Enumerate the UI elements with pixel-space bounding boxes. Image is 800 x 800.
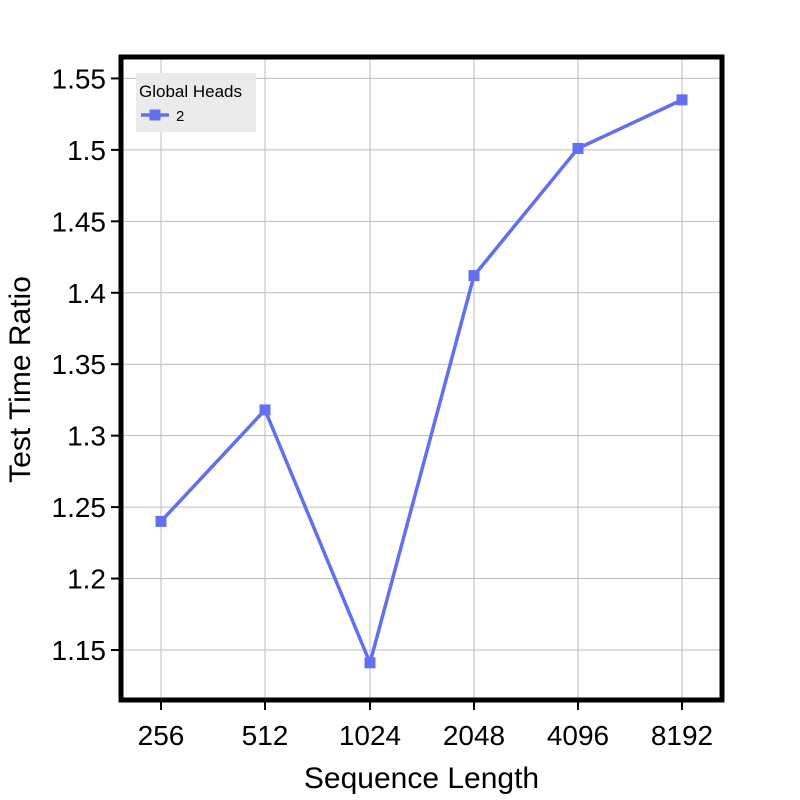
series-markers xyxy=(155,94,688,669)
legend-marker-swatch xyxy=(149,109,161,121)
plot-frame xyxy=(118,54,725,703)
legend-entries: 2 xyxy=(141,108,184,125)
series-line xyxy=(159,98,683,669)
y-tick-label: 1.4 xyxy=(67,278,106,309)
grid-lines xyxy=(121,57,722,700)
data-point-marker xyxy=(155,515,167,527)
x-tick-label: 256 xyxy=(138,720,185,751)
x-tick-label: 4096 xyxy=(547,720,609,751)
y-tick-label: 1.5 xyxy=(67,135,106,166)
x-tick-label: 8192 xyxy=(651,720,713,751)
data-point-marker xyxy=(572,142,584,154)
data-point-marker xyxy=(259,404,271,416)
x-axis-ticks: 256 512 1024 2048 4096 8192 xyxy=(138,702,713,751)
x-tick-label: 2048 xyxy=(443,720,505,751)
x-axis-title: Sequence Length xyxy=(304,762,539,795)
data-point-marker xyxy=(364,657,376,669)
legend-entry-label: 2 xyxy=(176,108,184,125)
y-tick-label: 1.3 xyxy=(67,421,106,452)
data-point-marker xyxy=(468,270,480,282)
x-tick-label: 512 xyxy=(242,720,289,751)
legend: Global Heads 2 xyxy=(136,73,256,132)
y-tick-label: 1.45 xyxy=(52,206,107,237)
y-tick-label: 1.2 xyxy=(67,564,106,595)
y-axis-ticks: 1.15 1.2 1.25 1.3 1.35 1.4 1.45 1.5 1.55 xyxy=(52,63,119,666)
y-tick-label: 1.25 xyxy=(52,492,107,523)
y-tick-label: 1.55 xyxy=(52,63,107,94)
x-tick-label: 1024 xyxy=(339,720,401,751)
y-tick-label: 1.35 xyxy=(52,349,107,380)
legend-title: Global Heads xyxy=(139,82,242,101)
series-lines xyxy=(159,98,683,669)
data-point-marker xyxy=(676,94,688,106)
y-axis-title: Test Time Ratio xyxy=(4,276,37,483)
legend-background xyxy=(136,73,256,132)
y-tick-label: 1.15 xyxy=(52,635,107,666)
